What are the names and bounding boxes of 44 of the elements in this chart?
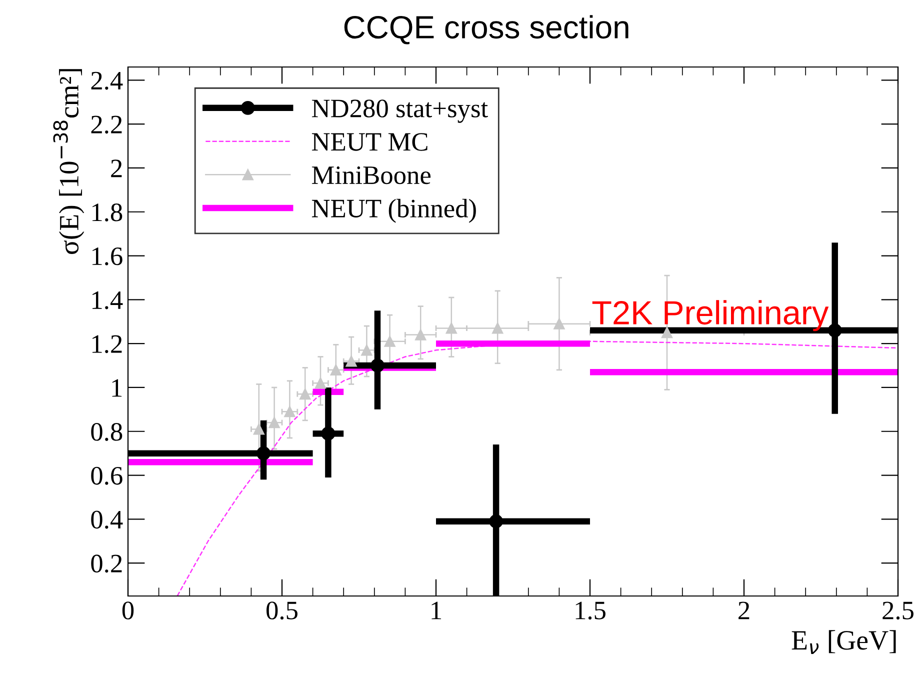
point (361, 344, 372, 356)
y-tick-label: 0.4 (91, 510, 123, 529)
point (415, 329, 426, 340)
x-tick-label: 2 (738, 602, 750, 620)
point (284, 406, 296, 418)
y-tick-label: 0.8 (91, 422, 122, 441)
point (256, 446, 270, 460)
point (314, 378, 326, 389)
point (446, 322, 457, 334)
point (554, 318, 565, 330)
x-tick-label: 0.5 (266, 602, 298, 620)
point (370, 358, 384, 372)
point (253, 424, 264, 435)
x-tick-label: 1.5 (576, 602, 606, 620)
point (300, 388, 311, 400)
point (492, 322, 504, 334)
y-tick-label: 0.6 (91, 466, 122, 485)
x-tick-label: 0 (122, 602, 134, 620)
legend-label: NEUT MC (312, 133, 428, 151)
point (330, 364, 342, 376)
point (346, 356, 357, 367)
y-tick-label: 0.2 (91, 554, 122, 573)
y-tick-label: 2.2 (91, 116, 122, 134)
y-axis-title: σ(E) [10$^{−38}$cm²] (53, 69, 84, 254)
point (268, 417, 280, 428)
point (828, 323, 842, 338)
point (321, 426, 336, 441)
y-tick-label: 1 (112, 379, 122, 397)
y-tick-label: 1.4 (92, 291, 123, 310)
chart-title: CCQE cross section (344, 15, 628, 44)
y-tick-label: 1.2 (92, 335, 122, 354)
x-axis-title: E$_{ν}$ [GeV] (792, 630, 896, 654)
legend-label: NEUT (binned) (312, 198, 476, 223)
y-tick-label: 1.6 (92, 247, 122, 266)
point (489, 514, 504, 528)
legend-label: ND280 stat+syst (312, 100, 488, 123)
legend-label: MiniBoone (312, 166, 431, 184)
point (384, 336, 396, 347)
y-tick-label: 2.4 (91, 72, 123, 90)
x-tick-label: 2.5 (882, 602, 914, 620)
y-tick-label: 2 (111, 160, 122, 178)
annotation: T2K Preliminary (592, 300, 829, 332)
x-tick-label: 1 (432, 602, 442, 620)
y-tick-label: 1.8 (92, 203, 122, 222)
